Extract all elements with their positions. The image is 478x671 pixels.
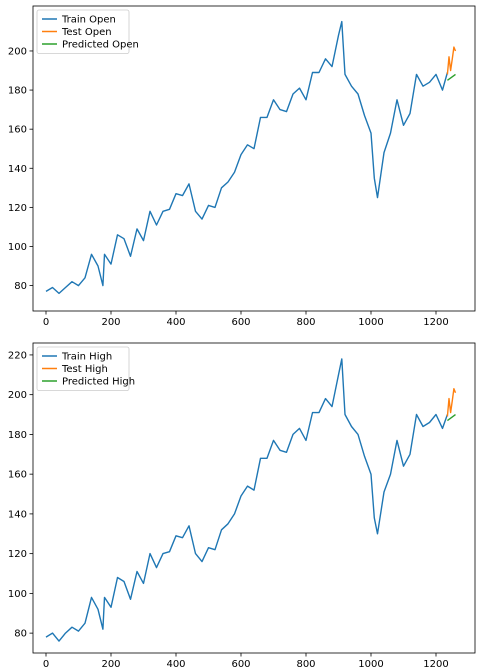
chart-2: 0 200 400 600 800 1000 1200 80 100 120 140 160 180 20… <box>8 342 476 670</box>
x-tick-label: 400 <box>166 317 185 328</box>
legend-label-train-open: Train Open <box>61 15 116 26</box>
legend-label-train-high: Train High <box>61 352 112 363</box>
y-tick-label: 200 <box>8 390 27 401</box>
x-tick-label: 1000 <box>358 317 383 328</box>
y-tick-label: 120 <box>8 203 27 214</box>
series-line-predicted-open <box>446 73 456 81</box>
y-tick-label: 140 <box>8 164 27 175</box>
y-tick-label: 180 <box>8 430 27 441</box>
y-tick-label: 120 <box>8 549 27 560</box>
x-tick-label: 400 <box>166 659 185 670</box>
series-line-train-open <box>45 20 449 295</box>
x-tick-label: 1200 <box>423 317 448 328</box>
y-tick-label: 160 <box>8 470 27 481</box>
legend-box <box>36 346 130 391</box>
plot-frame <box>32 5 476 312</box>
legend-label-predicted-open: Predicted Open <box>62 40 139 51</box>
x-tick-label: 1000 <box>358 659 383 670</box>
series-line-test-high <box>446 388 457 417</box>
y-tick-label: 100 <box>8 589 27 600</box>
series-line-train-high <box>45 358 449 642</box>
x-tick-label: 600 <box>231 659 250 670</box>
x-tick-label: 800 <box>296 317 315 328</box>
y-tick-label: 80 <box>14 629 27 640</box>
x-tick-label: 600 <box>231 317 250 328</box>
y-tick-label: 200 <box>8 46 27 57</box>
x-tick-label: 200 <box>101 317 120 328</box>
x-tick-label: 1200 <box>423 659 448 670</box>
y-tick-label: 220 <box>8 350 27 361</box>
y-tick-label: 160 <box>8 125 27 136</box>
series-line-test-open <box>446 46 457 75</box>
y-tick-label: 100 <box>8 242 27 253</box>
x-tick-label: 800 <box>296 659 315 670</box>
legend-label-test-high: Test High <box>61 364 108 375</box>
series-line-predicted-high <box>446 413 456 422</box>
x-tick-label: 0 <box>43 659 49 670</box>
legend-label-predicted-high: Predicted High <box>62 377 135 388</box>
legend-label-test-open: Test Open <box>61 27 112 38</box>
y-tick-label: 80 <box>14 281 27 292</box>
y-tick-label: 140 <box>8 509 27 520</box>
x-tick-label: 0 <box>43 317 49 328</box>
y-tick-label: 180 <box>8 86 27 97</box>
chart-1: 0 200 400 600 800 1000 1200 80 100 120 140 160 180 20… <box>8 5 476 328</box>
plot-frame <box>32 342 476 654</box>
x-tick-label: 200 <box>101 659 120 670</box>
legend-box <box>36 9 130 54</box>
